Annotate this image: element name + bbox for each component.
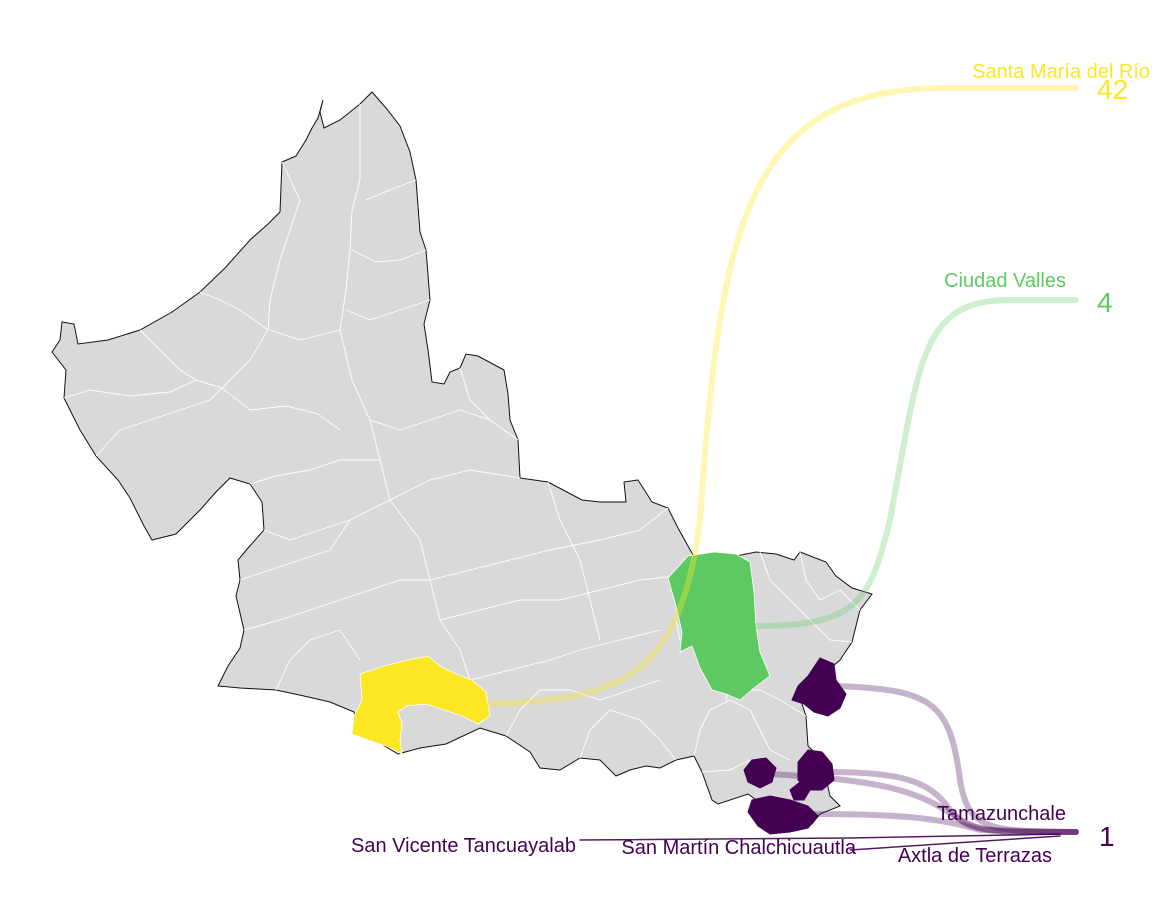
leader-lines (483, 85, 1079, 851)
leader-san-vicente-tancuayalab (809, 811, 1079, 835)
municipality-san-martin-chalchicuautla (743, 757, 777, 789)
label-tamazunchale: Tamazunchale (937, 803, 1066, 825)
leader-left-underline (579, 833, 1061, 841)
label-san-vicente-tancuayalab: San Vicente Tancuayalab (351, 835, 576, 857)
municipality-tamazunchale (791, 657, 847, 717)
value-group-1: 1 (1099, 821, 1115, 852)
leader-axtla-de-terrazas (821, 769, 1079, 836)
municipality-santa-maria-del-rio (351, 655, 491, 755)
municipal-boundaries (63, 104, 861, 773)
label-ciudad-valles: Ciudad Valles (944, 270, 1066, 292)
value-santa-maria-del-rio: 42 (1097, 74, 1128, 105)
label-santa-maria-del-rio: Santa María del Río (972, 61, 1150, 83)
leader-tamazunchale (835, 683, 1079, 835)
municipalities-value-1 (743, 657, 847, 835)
label-axtla-de-terrazas: Axtla de Terrazas (898, 845, 1052, 867)
leader-ciudad-valles (753, 297, 1079, 629)
leader-san-martin-chalchicuautla (767, 771, 1079, 836)
municipality-axtla-de-terrazas (797, 749, 835, 791)
label-san-martin-chalchicuautla: San Martín Chalchicuautla (621, 837, 856, 859)
municipality-san-vicente-tancuayalab (747, 795, 819, 835)
value-ciudad-valles: 4 (1097, 287, 1113, 318)
municipality-ciudad-valles (667, 551, 771, 701)
leader-santa-maria-del-rio (483, 85, 1079, 707)
